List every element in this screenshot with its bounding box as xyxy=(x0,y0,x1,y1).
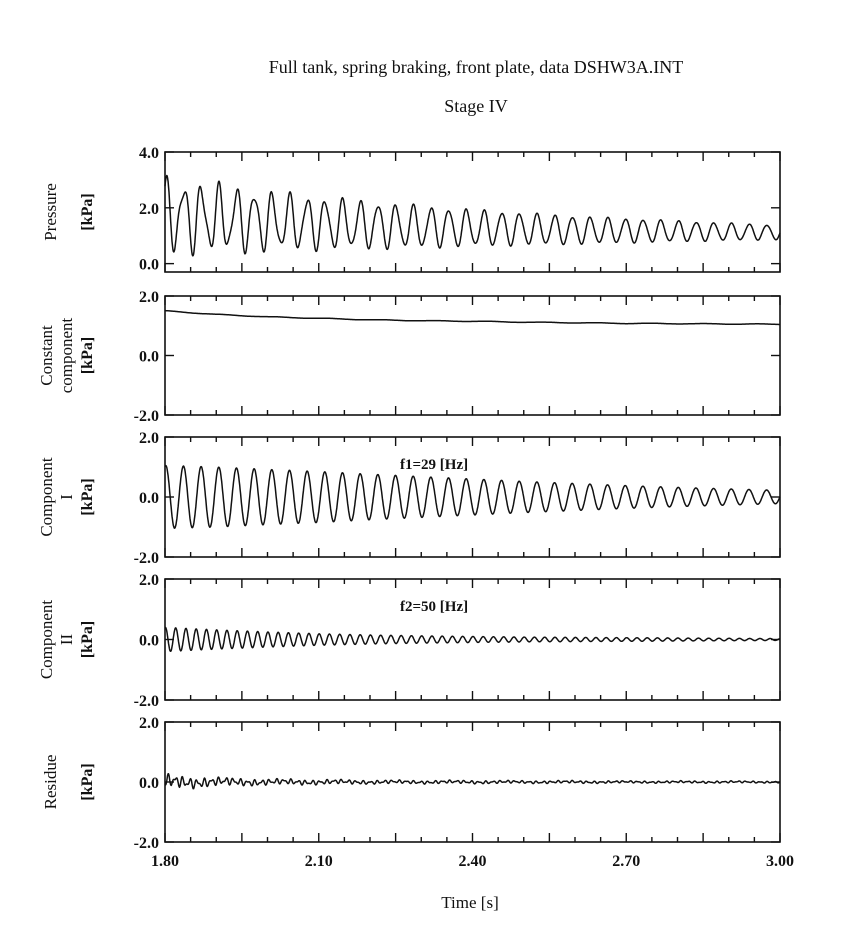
y-axis-unit: [kPa] xyxy=(79,337,96,374)
series-line xyxy=(165,774,780,789)
frequency-annotation: f2=50 [Hz] xyxy=(400,599,468,615)
x-axis-label: Time [s] xyxy=(441,893,498,912)
panel-1: 4.0 2.0 0.0 Pressure [kPa] xyxy=(41,145,780,274)
plot-frame xyxy=(165,152,780,272)
y-axis-label: Residue xyxy=(41,755,60,810)
series-line xyxy=(165,627,780,651)
x-tick-label: 2.70 xyxy=(612,853,640,870)
plot-frame xyxy=(165,296,780,415)
panel-4: 2.0 0.0 -2.0 ComponentII [kPa] f2=50 [Hz] xyxy=(37,572,780,710)
y-axis-label: Constantcomponent xyxy=(37,317,76,393)
y-axis-label: ComponentI xyxy=(37,457,76,537)
y-tick-label: 0.0 xyxy=(139,349,159,366)
y-axis-label: Pressure xyxy=(41,183,60,241)
y-tick-label: 0.0 xyxy=(139,257,159,274)
frequency-annotation: f1=29 [Hz] xyxy=(400,457,468,473)
y-axis-unit: [kPa] xyxy=(79,763,96,800)
y-tick-label: 0.0 xyxy=(139,490,159,507)
chart-subtitle: Stage IV xyxy=(444,96,507,116)
y-axis-label: ComponentII xyxy=(37,600,76,680)
plot-frame xyxy=(165,437,780,557)
panels: 4.0 2.0 0.0 Pressure [kPa] 2.0 0.0 -2.0 Constant… xyxy=(37,145,794,870)
x-tick-label: 3.00 xyxy=(766,853,794,870)
y-tick-label: -2.0 xyxy=(134,550,159,567)
panel-2: 2.0 0.0 -2.0 Constantcomponent [kPa] xyxy=(37,289,780,425)
y-tick-label: 4.0 xyxy=(139,145,159,162)
y-tick-label: 2.0 xyxy=(139,201,159,218)
panel-5: 2.0 0.0 -2.0 Residue [kPa] xyxy=(41,715,780,852)
series-line xyxy=(165,311,780,325)
y-tick-label: -2.0 xyxy=(134,835,159,852)
y-tick-label: 2.0 xyxy=(139,715,159,732)
series-line xyxy=(165,466,780,529)
chart-title: Full tank, spring braking, front plate, … xyxy=(269,57,683,77)
y-tick-label: 0.0 xyxy=(139,633,159,650)
y-tick-label: -2.0 xyxy=(134,408,159,425)
y-tick-label: 2.0 xyxy=(139,572,159,589)
x-tick-label: 2.10 xyxy=(305,853,333,870)
y-axis-unit: [kPa] xyxy=(79,478,96,515)
y-axis-unit: [kPa] xyxy=(79,193,96,230)
y-tick-label: 2.0 xyxy=(139,430,159,447)
panel-3: 2.0 0.0 -2.0 ComponentI [kPa] f1=29 [Hz] xyxy=(37,430,780,567)
y-tick-label: 0.0 xyxy=(139,775,159,792)
x-tick-label: 1.80 xyxy=(151,853,179,870)
plot-frame xyxy=(165,579,780,700)
series-line xyxy=(165,176,780,256)
y-axis-unit: [kPa] xyxy=(79,621,96,658)
x-tick-label: 2.40 xyxy=(459,853,487,870)
y-tick-label: 2.0 xyxy=(139,289,159,306)
y-tick-label: -2.0 xyxy=(134,693,159,710)
